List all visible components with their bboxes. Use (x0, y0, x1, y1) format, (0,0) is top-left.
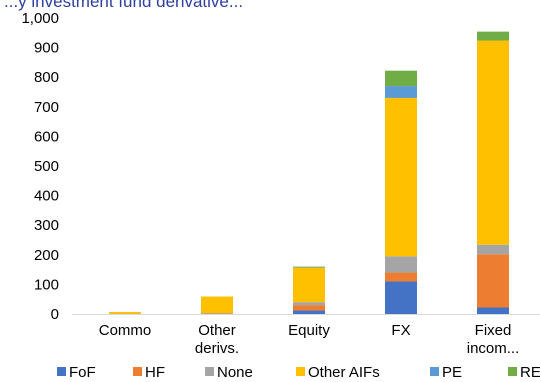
bar-segment (477, 254, 509, 308)
bar-segment (385, 256, 417, 273)
y-tick-label: 500 (34, 158, 59, 175)
bar-segment (385, 272, 417, 282)
legend-label: PE (442, 364, 462, 381)
bar-segment (385, 70, 417, 87)
y-axis-ticks: 0 100 200 300 400 500 600 700 800 900 1,000 (21, 10, 59, 323)
bar-segment (109, 311, 141, 314)
legend-swatch (133, 367, 142, 376)
legend-label: RE (520, 364, 540, 381)
y-tick-label: 1,000 (21, 10, 59, 27)
bar-segment (201, 296, 233, 314)
x-tick-label: Commo (99, 322, 152, 339)
bar-segment (293, 266, 325, 268)
bar-segment (293, 305, 325, 311)
bar-segment (477, 244, 509, 255)
y-tick-label: 600 (34, 128, 59, 145)
bar-segment (293, 310, 325, 314)
legend-swatch (57, 367, 66, 376)
legend-swatch (508, 367, 517, 376)
legend-label: Other AIFs (308, 364, 380, 381)
legend-swatch (205, 367, 214, 376)
x-tick-label: Other (198, 322, 236, 339)
y-tick-label: 800 (34, 69, 59, 86)
y-tick-label: 100 (34, 276, 59, 293)
legend-label: HF (145, 364, 165, 381)
bar-segment (293, 267, 325, 303)
x-tick-label: incom... (467, 340, 520, 357)
x-tick-label: Fixed (475, 322, 512, 339)
bar-segment (477, 31, 509, 41)
bar-segment (477, 307, 509, 314)
bar-segment (385, 86, 417, 98)
bar-segment (201, 313, 233, 314)
legend-label: FoF (69, 364, 96, 381)
bar-segment (477, 40, 509, 245)
x-tick-label: derivs. (195, 340, 239, 357)
y-tick-label: 0 (51, 306, 59, 323)
chart-title: ...y investment fund derivative... (4, 0, 243, 11)
legend: FoF HF None Other AIFs PE RE (57, 364, 540, 381)
legend-swatch (430, 367, 439, 376)
bar-segment (293, 302, 325, 306)
y-tick-label: 200 (34, 247, 59, 264)
x-tick-label: Equity (288, 322, 330, 339)
bar-segment (385, 281, 417, 314)
y-tick-label: 400 (34, 188, 59, 205)
plot-area (72, 31, 540, 315)
legend-label: None (217, 364, 253, 381)
bar-segment (385, 97, 417, 257)
y-tick-label: 900 (34, 40, 59, 57)
y-tick-label: 700 (34, 99, 59, 116)
x-tick-label: FX (391, 322, 410, 339)
y-tick-label: 300 (34, 217, 59, 234)
legend-swatch (296, 367, 305, 376)
